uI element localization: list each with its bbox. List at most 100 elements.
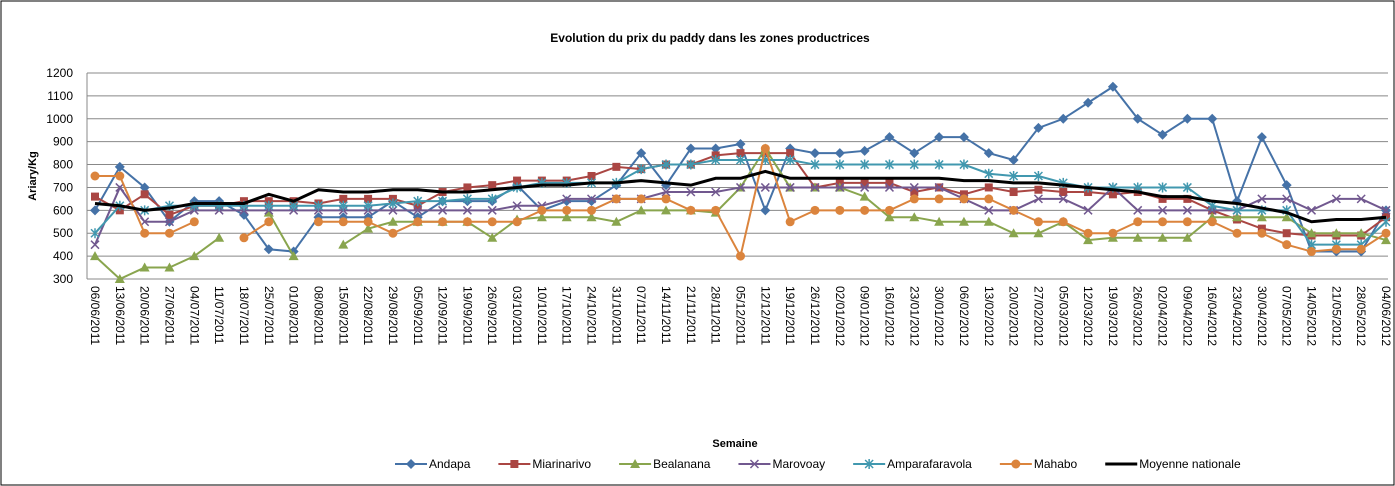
legend-marker bbox=[510, 460, 519, 468]
marker bbox=[587, 194, 597, 204]
marker bbox=[636, 205, 647, 215]
x-tick-label: 12/09/2011 bbox=[436, 286, 450, 345]
marker bbox=[1083, 235, 1094, 245]
marker bbox=[835, 159, 845, 170]
marker bbox=[1008, 228, 1019, 238]
marker bbox=[1033, 122, 1044, 133]
marker bbox=[760, 182, 770, 192]
marker bbox=[363, 223, 374, 233]
marker bbox=[586, 212, 597, 222]
marker bbox=[339, 194, 348, 203]
marker bbox=[164, 217, 175, 227]
y-tick-label: 700 bbox=[53, 180, 73, 194]
x-tick-label: 16/04/2012 bbox=[1205, 286, 1219, 346]
marker bbox=[115, 171, 125, 181]
marker bbox=[562, 194, 572, 204]
x-tick-label: 12/12/2011 bbox=[758, 286, 772, 345]
x-tick-label: 02/04/2012 bbox=[1156, 286, 1170, 346]
marker bbox=[859, 191, 870, 201]
x-tick-label: 16/01/2012 bbox=[882, 286, 896, 346]
marker bbox=[884, 132, 895, 143]
marker bbox=[934, 132, 945, 143]
marker bbox=[958, 216, 969, 226]
marker bbox=[1058, 113, 1069, 124]
marker bbox=[1282, 229, 1291, 238]
marker bbox=[909, 194, 919, 204]
marker bbox=[536, 212, 547, 222]
x-tick-label: 03/10/2011 bbox=[510, 286, 524, 345]
marker bbox=[1356, 244, 1366, 254]
marker bbox=[1083, 205, 1093, 215]
marker bbox=[388, 205, 398, 215]
marker bbox=[1033, 217, 1043, 227]
marker bbox=[1182, 113, 1193, 124]
marker bbox=[1034, 185, 1043, 194]
marker bbox=[1108, 190, 1117, 199]
y-tick-label: 500 bbox=[53, 226, 73, 240]
x-tick-label: 26/09/2011 bbox=[485, 286, 499, 345]
marker bbox=[561, 212, 572, 222]
marker bbox=[214, 232, 225, 242]
marker bbox=[959, 159, 969, 170]
x-tick-label: 17/10/2011 bbox=[560, 286, 574, 345]
marker bbox=[1158, 182, 1168, 193]
marker bbox=[140, 228, 150, 238]
marker bbox=[983, 148, 994, 159]
marker bbox=[338, 239, 349, 249]
x-tick-label: 01/08/2011 bbox=[287, 286, 301, 345]
marker bbox=[90, 171, 100, 181]
marker bbox=[760, 205, 771, 216]
marker bbox=[90, 228, 100, 239]
x-tick-label: 05/09/2011 bbox=[411, 286, 425, 345]
marker bbox=[984, 168, 994, 179]
marker bbox=[1033, 194, 1043, 204]
x-tick-label: 23/01/2012 bbox=[907, 286, 921, 346]
marker bbox=[686, 159, 696, 170]
y-tick-label: 300 bbox=[53, 272, 73, 286]
marker bbox=[413, 205, 423, 215]
x-tick-label: 09/04/2012 bbox=[1180, 286, 1194, 346]
x-tick-label: 13/02/2012 bbox=[982, 286, 996, 346]
y-tick-label: 1100 bbox=[47, 89, 73, 103]
marker bbox=[810, 182, 820, 192]
x-tick-label: 21/11/2011 bbox=[684, 286, 698, 345]
marker bbox=[810, 159, 820, 170]
marker bbox=[1232, 205, 1242, 216]
marker bbox=[388, 198, 398, 209]
marker bbox=[165, 210, 174, 219]
marker bbox=[1059, 188, 1068, 197]
x-tick-label: 27/02/2012 bbox=[1031, 286, 1045, 346]
x-tick-label: 26/12/2011 bbox=[808, 286, 822, 345]
marker bbox=[785, 217, 795, 227]
x-tick-label: 28/05/2012 bbox=[1354, 286, 1368, 346]
marker bbox=[90, 251, 100, 261]
marker bbox=[1008, 154, 1019, 165]
marker bbox=[413, 217, 423, 227]
x-tick-label: 05/03/2012 bbox=[1056, 286, 1070, 346]
marker bbox=[636, 194, 646, 204]
marker bbox=[735, 138, 746, 149]
marker bbox=[860, 178, 869, 187]
legend-label: Andapa bbox=[429, 457, 471, 471]
marker bbox=[909, 212, 920, 222]
marker bbox=[860, 182, 870, 192]
marker bbox=[139, 262, 150, 272]
y-tick-label: 1200 bbox=[46, 66, 73, 80]
marker bbox=[164, 228, 174, 238]
marker bbox=[488, 181, 497, 190]
marker bbox=[1232, 212, 1243, 222]
marker bbox=[636, 148, 647, 159]
marker bbox=[1158, 194, 1167, 203]
x-tick-label: 30/01/2012 bbox=[932, 286, 946, 346]
marker bbox=[140, 217, 150, 227]
marker bbox=[139, 182, 150, 193]
x-tick-label: 31/10/2011 bbox=[609, 286, 623, 345]
marker bbox=[1381, 228, 1391, 238]
x-tick-label: 27/06/2011 bbox=[162, 286, 176, 345]
marker bbox=[1257, 228, 1267, 238]
marker bbox=[959, 194, 969, 204]
marker bbox=[636, 164, 646, 175]
marker bbox=[1356, 228, 1367, 238]
marker bbox=[388, 228, 398, 238]
